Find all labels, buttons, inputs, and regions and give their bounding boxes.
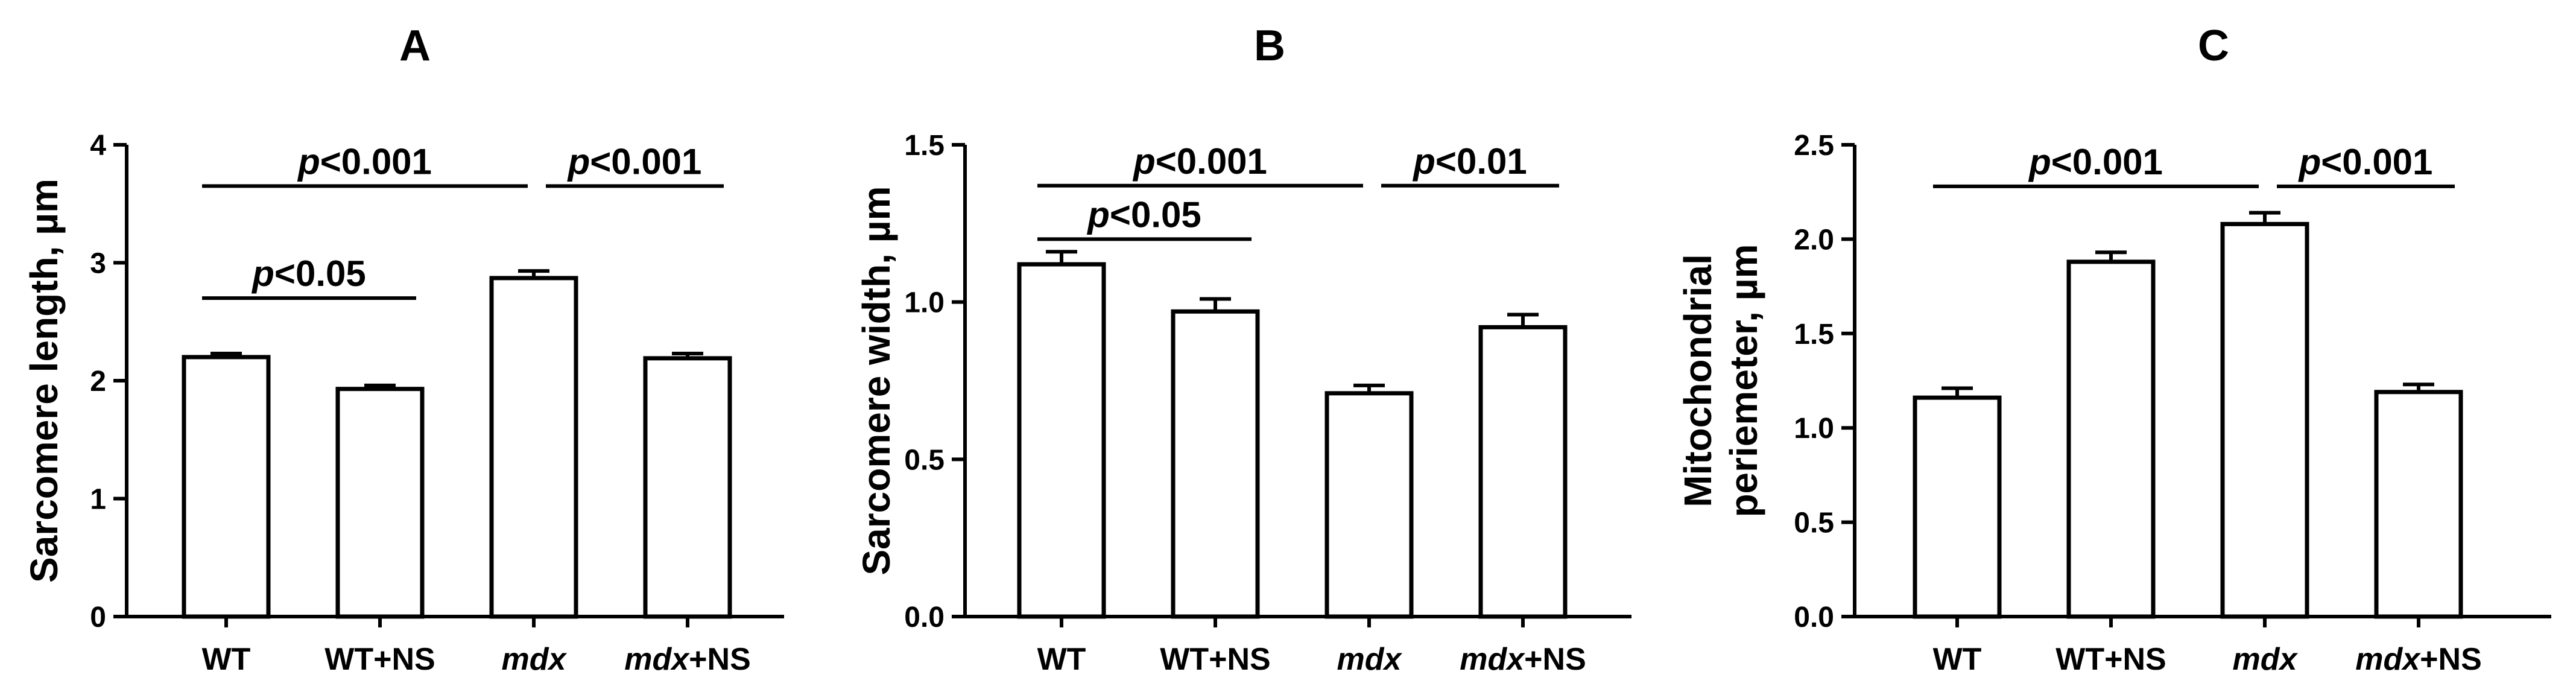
- y-tick-label: 1.5: [904, 130, 945, 162]
- significance-label: p<0.05: [251, 253, 366, 294]
- y-tick-label: 0.5: [904, 444, 945, 476]
- y-axis-label: Sarcomere length, µm: [22, 179, 66, 583]
- y-tick-label: 0: [90, 601, 106, 633]
- bar: [1171, 309, 1260, 619]
- significance-label: p<0.001: [297, 141, 432, 182]
- y-tick-label: 2: [90, 366, 106, 398]
- y-tick-label: 0.5: [1794, 507, 1834, 539]
- significance-label: p<0.05: [1086, 194, 1201, 235]
- panel-title: A: [399, 22, 431, 70]
- significance-label: p<0.01: [1412, 141, 1527, 182]
- panel-title: C: [2198, 22, 2229, 70]
- x-tick-label: WT+NS: [324, 642, 435, 677]
- y-tick-label: 4: [90, 130, 106, 162]
- x-tick-label: WT: [1037, 642, 1086, 677]
- y-tick-label: 0.0: [1794, 601, 1834, 633]
- panel-title: B: [1254, 22, 1285, 70]
- significance-label: p<0.001: [2298, 142, 2433, 182]
- x-tick-label: mdx: [2233, 642, 2299, 677]
- bar: [2066, 259, 2156, 619]
- panel-a: A Sarcomere length, µm 0 1 2 3 4 WT WT+NS mdx mdx+…: [22, 22, 784, 677]
- bar: [2374, 390, 2463, 619]
- bar: [2220, 221, 2309, 619]
- significance-label: p<0.001: [2028, 142, 2163, 182]
- x-tick-label: mdx+NS: [2355, 642, 2482, 677]
- y-tick-label: 0.0: [904, 601, 945, 633]
- x-tick-label: mdx+NS: [624, 642, 751, 677]
- y-tick-label: 3: [90, 248, 106, 280]
- x-tick-label: mdx: [502, 642, 568, 677]
- x-tick-label: WT: [202, 642, 251, 677]
- x-tick-label: WT+NS: [2055, 642, 2166, 677]
- significance-label: p<0.001: [567, 141, 702, 182]
- y-tick-label: 2.0: [1794, 224, 1834, 256]
- y-axis-label: Mitochondrialperiemeter, µm: [1676, 244, 1765, 517]
- y-tick-label: 1.0: [1794, 413, 1834, 445]
- bar: [489, 276, 578, 619]
- x-tick-label: WT+NS: [1160, 642, 1270, 677]
- bar: [1478, 325, 1568, 619]
- y-tick-label: 2.5: [1794, 130, 1834, 162]
- panel-b: B Sarcomere width, µm0.0 0.5 1.0 1.5 WT WT+NS m…: [855, 22, 1631, 677]
- y-tick-label: 1.0: [904, 287, 945, 319]
- y-tick-label: 1.5: [1794, 319, 1834, 351]
- significance-label: p<0.001: [1132, 141, 1267, 182]
- y-axis-label: Sarcomere width, µm: [855, 186, 898, 575]
- bar: [1017, 262, 1106, 619]
- bar: [182, 355, 271, 619]
- x-tick-label: WT: [1933, 642, 1982, 677]
- panel-c: C Mitochondrialperiemeter, µm 0.0 0.5 1.0 1.5…: [1676, 22, 2551, 677]
- x-tick-label: mdx+NS: [1460, 642, 1586, 677]
- bar: [335, 387, 425, 619]
- bar: [643, 356, 732, 619]
- bar: [1324, 391, 1414, 619]
- y-tick-label: 1: [90, 484, 106, 516]
- bar: [1913, 395, 2002, 619]
- x-tick-label: mdx: [1337, 642, 1403, 677]
